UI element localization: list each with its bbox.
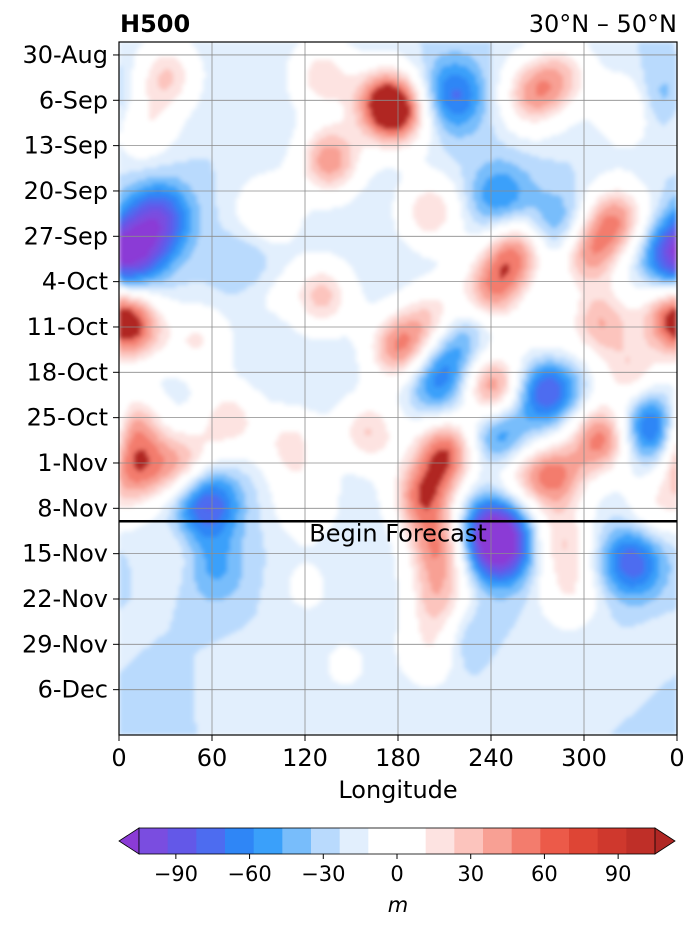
colorbar-tick-label: 60 (531, 862, 558, 886)
y-tick-label: 8-Nov (37, 494, 108, 522)
colorbar-label: m (388, 893, 408, 917)
x-tick-label: 0 (111, 744, 126, 772)
y-tick-label: 4-Oct (42, 268, 108, 296)
colorbar-segment (196, 828, 226, 854)
y-tick-label: 29-Nov (22, 630, 108, 658)
y-tick-label: 15-Nov (22, 540, 108, 568)
colorbar-segment (368, 828, 398, 854)
forecast-label: Begin Forecast (309, 519, 487, 547)
colorbar-extend-low (118, 827, 140, 855)
colorbar-segment (454, 828, 484, 854)
colorbar-segment (511, 828, 541, 854)
x-tick-label: 240 (468, 744, 514, 772)
y-tick-label: 20-Sep (24, 177, 108, 205)
colorbar-tick-label: −30 (301, 862, 345, 886)
y-tick-label: 18-Oct (27, 358, 108, 386)
colorbar-segment (626, 828, 656, 854)
y-tick-label: 6-Sep (39, 86, 108, 114)
y-tick-label: 11-Oct (27, 313, 108, 341)
colorbar-extend-high (654, 827, 676, 855)
colorbar-segment (483, 828, 513, 854)
y-tick-label: 22-Nov (22, 585, 108, 613)
y-tick-label: 1-Nov (37, 449, 108, 477)
x-tick-label: 0 (669, 744, 684, 772)
chart-title-left: H500 (120, 10, 190, 38)
x-tick-label: 180 (375, 744, 421, 772)
colorbar-tick-label: 90 (605, 862, 632, 886)
colorbar-segment (282, 828, 312, 854)
x-axis-ticks: 0 60 120 180 240 300 0 (111, 735, 685, 772)
y-tick-label: 13-Sep (24, 132, 108, 160)
y-tick-label: 6-Dec (38, 676, 108, 704)
x-tick-label: 120 (282, 744, 328, 772)
colorbar-tick-label: −60 (227, 862, 271, 886)
colorbar-tick-label: 30 (457, 862, 484, 886)
chart-title-right: 30°N – 50°N (529, 10, 677, 38)
y-tick-label: 25-Oct (27, 404, 108, 432)
colorbar-segment (167, 828, 197, 854)
colorbar: −90 −60 −30 0 30 60 90 (118, 827, 676, 886)
colorbar-segment (397, 828, 427, 854)
colorbar-segment (339, 828, 369, 854)
colorbar-segment (425, 828, 455, 854)
colorbar-tick-label: −90 (154, 862, 198, 886)
x-axis-label: Longitude (338, 776, 457, 804)
x-tick-label: 60 (197, 744, 228, 772)
colorbar-segment (225, 828, 255, 854)
colorbar-segment (139, 828, 169, 854)
colorbar-segment (253, 828, 283, 854)
x-tick-label: 300 (561, 744, 607, 772)
y-axis-ticks: 30-Aug 6-Sep 13-Sep 20-Sep 27-Sep 4-Oct 11-Oct… (22, 41, 119, 704)
colorbar-segment (569, 828, 599, 854)
y-tick-label: 30-Aug (22, 41, 108, 69)
colorbar-segment (597, 828, 627, 854)
colorbar-segment (311, 828, 341, 854)
y-tick-label: 27-Sep (24, 222, 108, 250)
colorbar-segment (540, 828, 570, 854)
colorbar-tick-label: 0 (390, 862, 403, 886)
